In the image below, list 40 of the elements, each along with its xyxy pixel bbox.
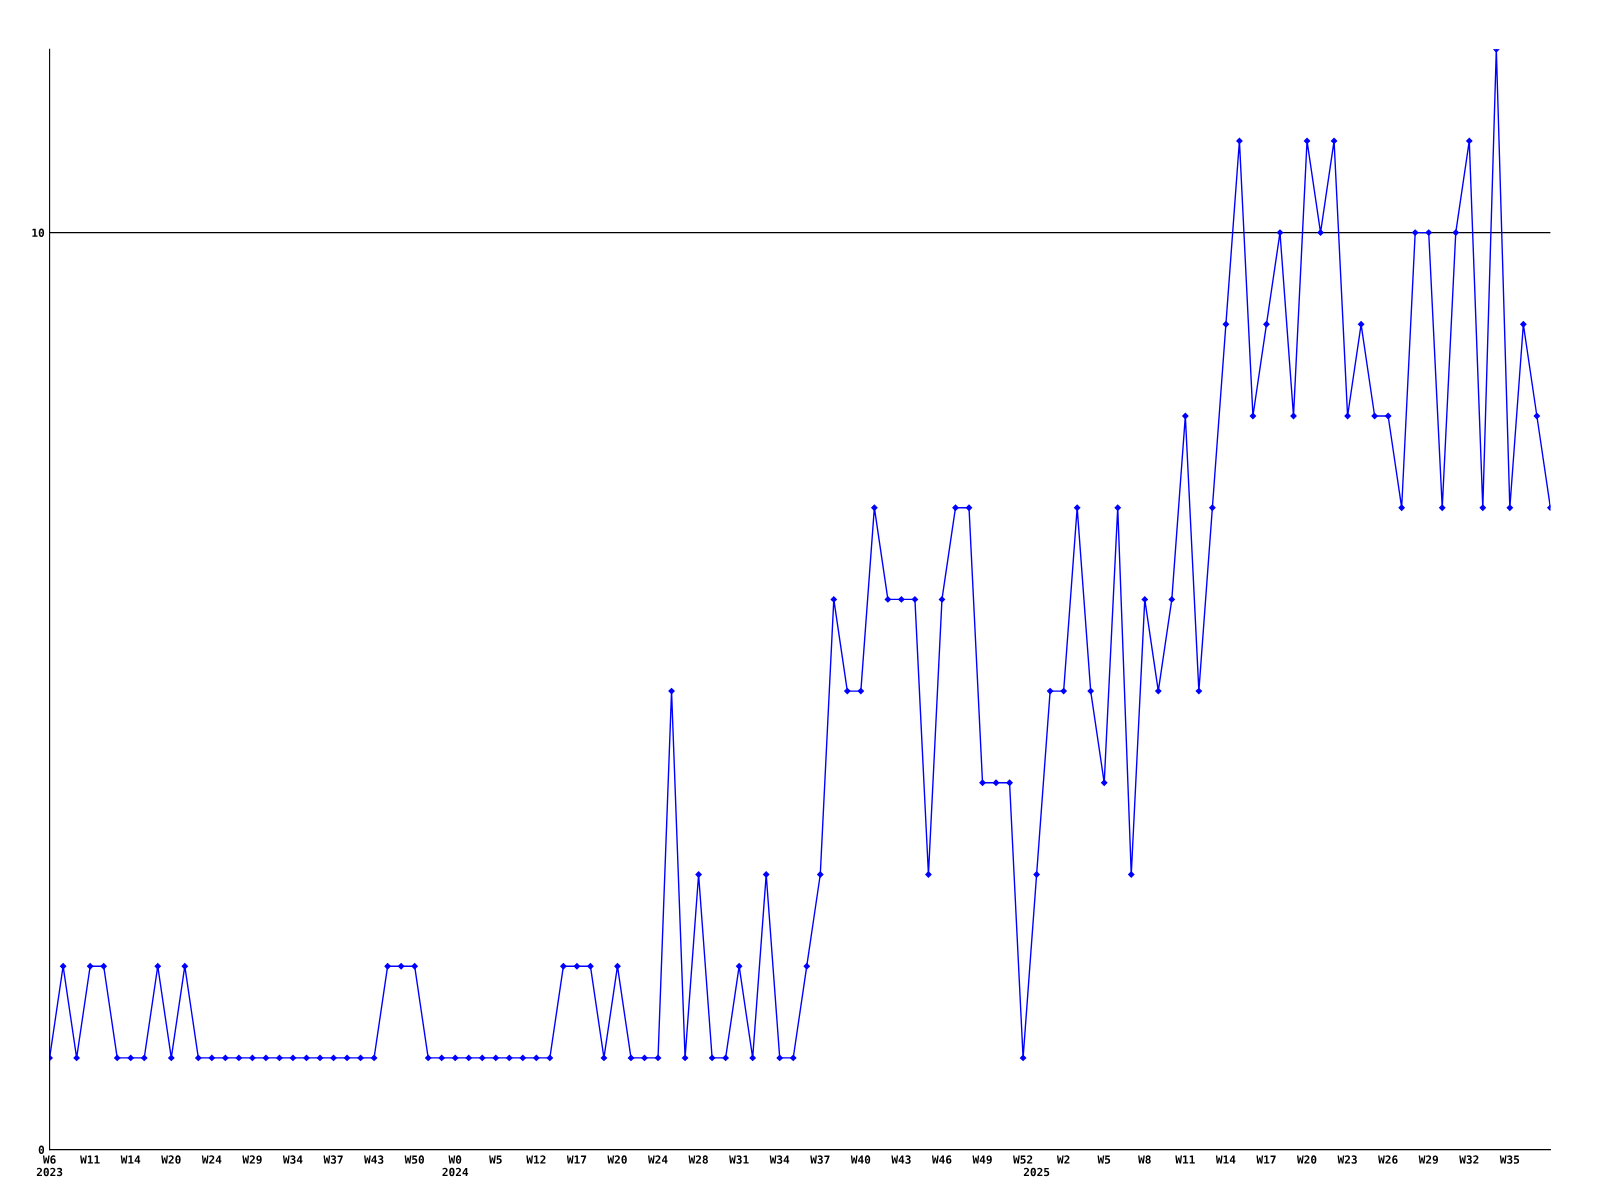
x-tick-label: W28 (688, 1155, 708, 1164)
x-tick-label: W23 (1337, 1155, 1357, 1164)
x-tick-label: W52 (1013, 1155, 1033, 1164)
x-tick-label: W14 (120, 1155, 141, 1164)
x-tick-label: W34 (769, 1155, 790, 1164)
x-tick-label: W29 (1418, 1155, 1439, 1164)
x-tick-label: W5 (489, 1155, 502, 1164)
x-tick-label: W24 (201, 1155, 222, 1164)
x-tick-label: W49 (972, 1155, 992, 1164)
x-tick-label: W32 (1459, 1155, 1479, 1164)
x-tick-label: W20 (1296, 1155, 1317, 1164)
x-tick-label: W50 (404, 1155, 425, 1164)
x-tick-label: W11 (80, 1155, 100, 1164)
x-tick-label: W17 (1256, 1155, 1276, 1164)
y-tick-label: 0 (38, 1145, 45, 1154)
x-tick-label: W43 (891, 1155, 911, 1164)
x-tick-label: W43 (364, 1155, 384, 1164)
x-tick-label: W31 (729, 1155, 749, 1164)
x-tick-label: W6 2023 (36, 1155, 63, 1177)
x-tick-label: W11 (1175, 1155, 1195, 1164)
x-tick-label: W0 2024 (442, 1155, 469, 1177)
y-tick-label: 10 (32, 228, 45, 237)
x-tick-label: W12 (526, 1155, 546, 1164)
x-tick-label: W37 (810, 1155, 830, 1164)
x-tick-label: W34 (282, 1155, 303, 1164)
x-tick-label: W2 (1056, 1155, 1070, 1164)
x-tick-label: W37 (323, 1155, 343, 1164)
x-tick-label: W8 (1138, 1155, 1151, 1164)
x-tick-label: W40 (850, 1155, 871, 1164)
x-tick-label: W14 (1215, 1155, 1236, 1164)
x-tick-label: W20 (161, 1155, 181, 1164)
x-tick-label: W35 (1499, 1155, 1520, 1164)
x-tick-label: W26 (1378, 1155, 1398, 1164)
x-tick-label: W20 (607, 1155, 627, 1164)
x-tick-label: W24 (648, 1155, 668, 1164)
x-tick-label: W29 (242, 1155, 262, 1164)
x-tick-label: W5 (1097, 1155, 1111, 1164)
x-tick-label: W46 (931, 1155, 952, 1164)
x-tick-label: 2025 (1023, 1167, 1050, 1177)
x-tick-label: W17 (566, 1155, 587, 1164)
